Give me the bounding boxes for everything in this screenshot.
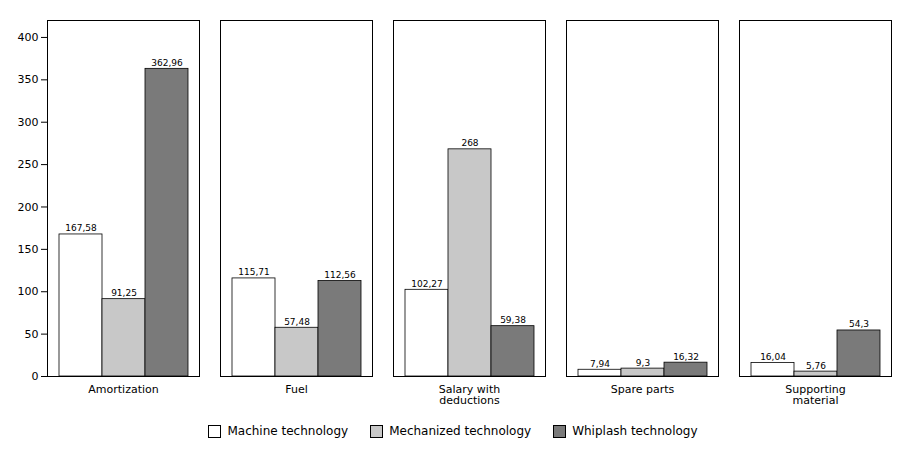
svg-text:59,38: 59,38 <box>500 315 526 325</box>
svg-text:7,94: 7,94 <box>590 359 610 369</box>
svg-text:91,25: 91,25 <box>111 288 137 298</box>
svg-text:16,32: 16,32 <box>673 352 699 362</box>
svg-text:54,3: 54,3 <box>849 319 869 329</box>
svg-text:Fuel: Fuel <box>285 383 308 396</box>
svg-text:112,56: 112,56 <box>324 270 356 280</box>
svg-text:115,71: 115,71 <box>238 267 270 277</box>
svg-text:5,76: 5,76 <box>806 361 826 371</box>
svg-text:Supportingmaterial: Supportingmaterial <box>785 383 846 407</box>
svg-text:57,48: 57,48 <box>284 317 310 327</box>
html-text:Machine technology: Machine technology <box>227 424 349 438</box>
svg-text:362,96: 362,96 <box>151 58 183 68</box>
svg-text:100: 100 <box>18 285 39 298</box>
svg-text:300: 300 <box>18 116 39 129</box>
html-text:Whiplash technology: Whiplash technology <box>572 424 698 438</box>
svg-text:9,3: 9,3 <box>636 358 650 368</box>
svg-text:150: 150 <box>18 243 39 256</box>
html-text:Mechanized technology: Mechanized technology <box>389 424 532 438</box>
svg-text:Salary withdeductions: Salary withdeductions <box>439 383 500 407</box>
svg-text:350: 350 <box>18 73 39 86</box>
svg-text:0: 0 <box>32 370 39 383</box>
svg-text:268: 268 <box>461 138 478 148</box>
svg-text:167,58: 167,58 <box>65 223 97 233</box>
svg-text:Spare parts: Spare parts <box>611 383 675 396</box>
svg-text:Amortization: Amortization <box>88 383 158 396</box>
svg-text:400: 400 <box>18 31 39 44</box>
svg-text:200: 200 <box>18 200 39 213</box>
svg-text:16,04: 16,04 <box>760 352 786 362</box>
svg-text:250: 250 <box>18 158 39 171</box>
svg-text:50: 50 <box>25 328 39 341</box>
svg-text:102,27: 102,27 <box>411 279 443 289</box>
